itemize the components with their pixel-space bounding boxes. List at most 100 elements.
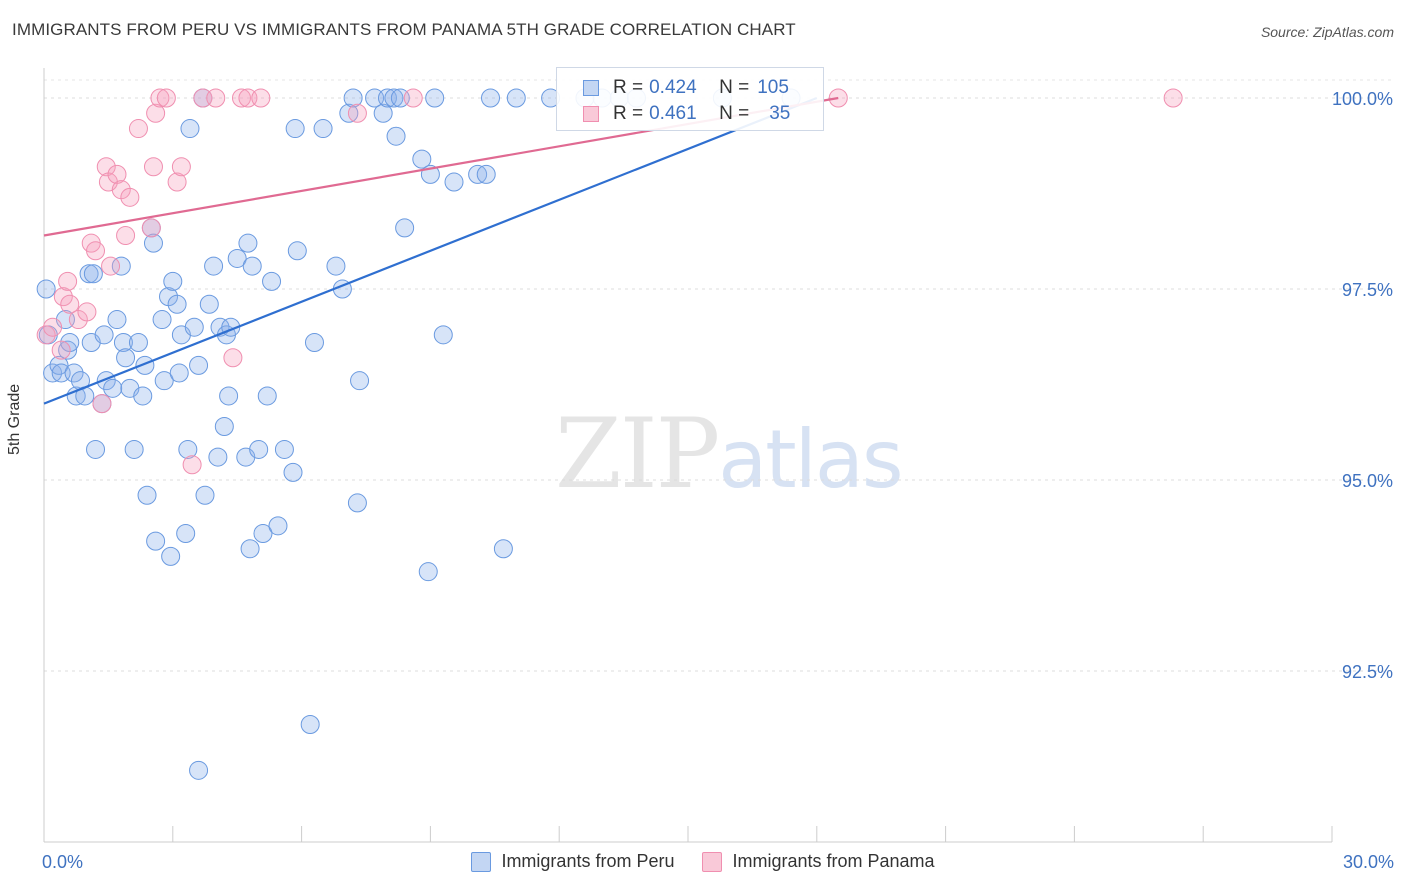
panama-point — [347, 103, 367, 123]
panama-point — [77, 302, 97, 322]
peru-point — [268, 516, 288, 536]
peru-legend-swatch — [471, 851, 492, 872]
peru-point — [113, 332, 133, 352]
y-tick-label: 100.0% — [1332, 89, 1393, 109]
peru-point — [219, 386, 239, 406]
peru-point — [240, 539, 260, 559]
panama-point — [101, 256, 121, 276]
peru-point — [274, 439, 294, 459]
peru-point — [238, 233, 258, 253]
peru-point — [204, 256, 224, 276]
peru-point — [111, 256, 131, 276]
peru-point — [154, 371, 174, 391]
peru-point — [199, 294, 219, 314]
stats-legend-panama: R = 0.461 N = 35 — [583, 102, 790, 126]
panama-point — [167, 172, 187, 192]
peru-point — [425, 88, 445, 108]
panama-point — [206, 88, 226, 108]
peru-point — [395, 218, 415, 238]
peru-r-value: 0.424 — [649, 77, 697, 98]
peru-point — [287, 241, 307, 261]
peru-point — [152, 310, 172, 330]
peru-point — [418, 562, 438, 582]
peru-point — [253, 523, 273, 543]
peru-point — [169, 363, 189, 383]
panama-point — [156, 88, 176, 108]
panama-r-label: R = — [613, 103, 644, 124]
peru-trend-line — [43, 96, 818, 405]
panama-point — [146, 103, 166, 123]
stats-legend-peru: R = 0.424 N = 105 — [583, 76, 789, 100]
peru-point — [103, 378, 123, 398]
peru-point — [304, 332, 324, 352]
peru-point — [161, 546, 181, 566]
peru-point — [481, 88, 501, 108]
peru-point — [412, 149, 432, 169]
peru-point — [163, 271, 183, 291]
peru-point — [189, 760, 209, 780]
x-tick-label-min: 0.0% — [42, 852, 84, 872]
peru-point — [128, 332, 148, 352]
peru-point — [390, 88, 410, 108]
y-tick-label: 92.5% — [1342, 662, 1393, 682]
peru-point — [384, 88, 404, 108]
peru-point — [94, 325, 114, 345]
peru-point — [257, 386, 277, 406]
panama-point — [58, 271, 78, 291]
peru-point — [64, 363, 84, 383]
panama-n-value: 35 — [769, 103, 791, 124]
peru-point — [184, 317, 204, 337]
peru-point — [176, 523, 196, 543]
peru-point — [343, 88, 363, 108]
panama-point — [96, 157, 116, 177]
peru-point — [347, 493, 367, 513]
peru-point — [242, 256, 262, 276]
series-legend-panama: Immigrants from Panama — [702, 851, 935, 872]
panama-point — [141, 218, 161, 238]
panama-point — [36, 325, 56, 345]
peru-swatch — [583, 80, 599, 96]
peru-point — [300, 714, 320, 734]
peru-point — [58, 340, 78, 360]
peru-point — [214, 417, 234, 437]
peru-point — [283, 462, 303, 482]
peru-point — [326, 256, 346, 276]
panama-point — [1163, 88, 1183, 108]
peru-point — [49, 355, 69, 375]
peru-point — [133, 386, 153, 406]
peru-point — [189, 355, 209, 375]
y-tick-label: 95.0% — [1342, 471, 1393, 491]
panama-point — [60, 294, 80, 314]
peru-point — [51, 363, 71, 383]
peru-point — [83, 264, 103, 284]
panama-point — [43, 317, 63, 337]
panama-point — [150, 88, 170, 108]
series-legend: Immigrants from Peru Immigrants from Pan… — [0, 851, 1406, 872]
y-tick-label: 97.5% — [1342, 280, 1393, 300]
peru-point — [262, 271, 282, 291]
peru-point — [146, 531, 166, 551]
panama-point — [128, 119, 148, 139]
panama-point — [171, 157, 191, 177]
peru-point — [195, 485, 215, 505]
panama-point — [116, 226, 136, 246]
x-tick-label-max: 30.0% — [1342, 852, 1394, 872]
panama-point — [53, 287, 73, 307]
panama-point — [223, 348, 243, 368]
panama-point — [193, 88, 213, 108]
panama-point — [403, 88, 423, 108]
panama-point — [238, 88, 258, 108]
peru-point — [116, 348, 136, 368]
peru-point — [433, 325, 453, 345]
peru-r-label: R = — [613, 77, 644, 98]
peru-point — [36, 279, 56, 299]
panama-swatch — [583, 106, 599, 122]
peru-point — [444, 172, 464, 192]
peru-n-label: N = — [719, 77, 750, 98]
stats-legend: R = 0.424 N = 105 R = 0.461 N = 35 — [556, 67, 824, 131]
peru-point — [107, 310, 127, 330]
panama-legend-swatch — [702, 851, 723, 872]
panama-point — [251, 88, 271, 108]
panama-point — [120, 187, 140, 207]
